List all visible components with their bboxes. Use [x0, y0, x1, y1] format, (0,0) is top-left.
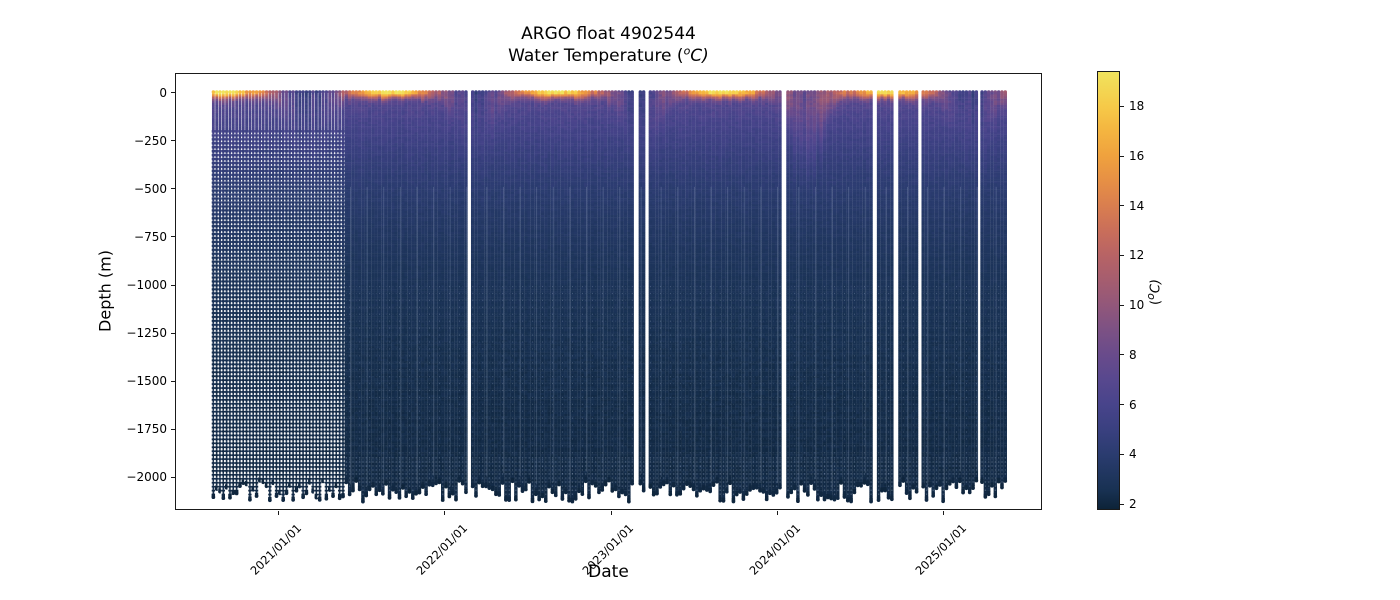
colorbar-tick-label: 8: [1129, 347, 1137, 362]
colorbar-label-unit: C): [1148, 279, 1164, 294]
plot-area: [175, 73, 1042, 510]
colorbar-tick-label: 18: [1129, 99, 1145, 114]
colorbar-tick-mark: [1120, 254, 1124, 256]
colorbar-label: (oC): [1144, 279, 1164, 305]
y-tick-mark: [171, 140, 175, 142]
chart-title: ARGO float 4902544: [521, 24, 696, 44]
y-tick-label: −1250: [126, 326, 167, 341]
colorbar-tick-mark: [1120, 354, 1124, 356]
colorbar-tick-mark: [1120, 205, 1124, 207]
y-tick-mark: [171, 92, 175, 94]
colorbar-tick-label: 6: [1129, 397, 1137, 412]
y-tick-label: −750: [134, 229, 167, 244]
colorbar-tick-label: 14: [1129, 198, 1145, 213]
y-tick-label: −1000: [126, 278, 167, 292]
y-tick-mark: [171, 428, 175, 430]
x-tick-mark: [776, 511, 778, 515]
x-tick-mark: [444, 511, 446, 515]
colorbar-tick-mark: [1120, 503, 1124, 505]
y-tick-mark: [171, 284, 175, 286]
colorbar-tick-label: 10: [1129, 298, 1145, 313]
y-tick-mark: [171, 476, 175, 478]
x-tick-mark: [610, 511, 612, 515]
y-tick-mark: [171, 332, 175, 334]
y-tick-label: 0: [159, 85, 167, 100]
y-tick-label: −1500: [126, 374, 167, 389]
y-tick-mark: [171, 380, 175, 382]
colorbar-tick-mark: [1120, 155, 1124, 157]
colorbar-tick-mark: [1120, 105, 1124, 107]
colorbar-tick-label: 16: [1129, 149, 1145, 164]
x-axis-label: Date: [588, 562, 629, 582]
y-tick-mark: [171, 236, 175, 238]
y-tick-label: −2000: [126, 470, 167, 485]
chart-subtitle-unit: C): [690, 46, 709, 66]
colorbar-label-sup: o: [1144, 293, 1158, 300]
colorbar-tick-label: 4: [1129, 447, 1137, 462]
x-tick-mark: [943, 511, 945, 515]
colorbar-tick-label: 12: [1129, 248, 1145, 263]
y-tick-mark: [171, 188, 175, 190]
colorbar-label-text: (: [1148, 299, 1164, 305]
colorbar-tick-mark: [1120, 304, 1124, 306]
chart-subtitle-text: Water Temperature (: [508, 46, 684, 66]
y-tick-label: −1750: [126, 422, 167, 437]
y-tick-label: −250: [134, 133, 167, 148]
colorbar-tick-mark: [1120, 404, 1124, 406]
x-tick-mark: [278, 511, 279, 515]
y-tick-label: −500: [134, 181, 167, 196]
colorbar-tick-label: 2: [1129, 497, 1137, 512]
colorbar-tick-mark: [1120, 453, 1124, 455]
colorbar: [1097, 71, 1120, 510]
chart-subtitle: Water Temperature (oC): [175, 44, 1042, 66]
chart-subtitle-sup: o: [683, 44, 691, 58]
